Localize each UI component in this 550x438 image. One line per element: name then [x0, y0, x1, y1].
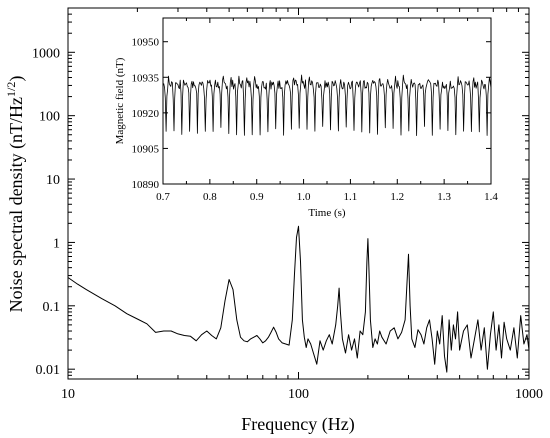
inset-y-tick-label: 10905: [132, 143, 160, 155]
y-tick-label: 1: [53, 236, 60, 251]
y-axis-title: Noise spectral density (nT/Hz1/2): [4, 76, 27, 313]
main-series-group: [67, 225, 530, 373]
y-tick-label: 10: [46, 173, 60, 188]
y-tick-label: 0.01: [36, 363, 61, 378]
y-tick-label: 1000: [32, 46, 60, 61]
inset-y-tick-labels: 10890 10905 10920 10935 10950: [132, 37, 160, 191]
x-tick-label: 100: [288, 387, 309, 402]
y-tick-label: 100: [39, 110, 60, 125]
inset-axis-ticks: [162, 18, 492, 185]
inset-x-tick-label: 0.9: [250, 191, 264, 203]
main-x-tick-labels: 10 100 1000: [61, 387, 543, 402]
x-axis-title: Frequency (Hz): [241, 414, 354, 435]
inset-series-group: [162, 74, 492, 137]
inset-y-tick-label: 10935: [132, 72, 160, 84]
inset-x-tick-label: 1.0: [297, 191, 311, 203]
inset-y-tick-label: 10890: [132, 179, 160, 191]
inset-x-tick-label: 1.3: [437, 191, 451, 203]
inset-x-axis-title: Time (s): [308, 207, 346, 219]
inset-x-tick-label: 0.7: [156, 191, 170, 203]
inset-y-tick-label: 10920: [132, 108, 160, 120]
noise-spectrum-line: [67, 225, 530, 373]
inset-x-tick-label: 1.1: [344, 191, 358, 203]
inset-y-axis-title: Magnetic field (nT): [114, 57, 126, 144]
x-tick-label: 1000: [515, 387, 543, 402]
main-axis-ticks: [67, 8, 530, 379]
inset-background: [163, 18, 491, 184]
inset-x-tick-labels: 0.7 0.8 0.9 1.0 1.1 1.2 1.3 1.4: [156, 191, 498, 203]
main-y-tick-labels: 0.01 0.1 1 10 100 1000: [32, 46, 60, 378]
x-tick-label: 10: [61, 387, 75, 402]
inset-x-tick-label: 1.2: [390, 191, 404, 203]
y-axis-title-close: ): [6, 76, 27, 82]
y-axis-title-sup: 1/2: [4, 82, 18, 97]
magnetic-field-trace: [162, 74, 492, 137]
inset-x-tick-label: 1.4: [484, 191, 498, 203]
y-tick-label: 0.1: [43, 300, 61, 315]
inset-x-tick-label: 0.8: [203, 191, 217, 203]
inset-y-tick-label: 10950: [132, 37, 160, 49]
y-axis-title-main: Noise spectral density (nT/Hz: [6, 97, 27, 312]
